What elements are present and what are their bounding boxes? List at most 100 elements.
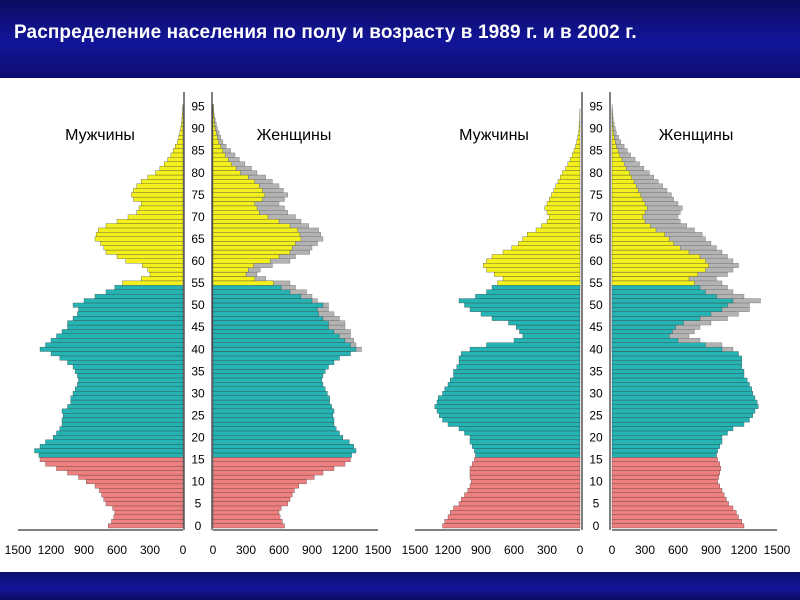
female-bar bbox=[611, 135, 615, 140]
male-bar bbox=[181, 121, 184, 127]
male-bar bbox=[469, 439, 581, 445]
female-bar bbox=[212, 413, 334, 418]
male-bar bbox=[181, 113, 184, 118]
male-bar bbox=[99, 488, 184, 493]
male-bar bbox=[447, 514, 581, 520]
male-bar bbox=[116, 218, 184, 224]
age-tick-label: 70 bbox=[191, 210, 205, 224]
female-bar bbox=[212, 143, 221, 149]
age-tick-label: 30 bbox=[589, 386, 603, 400]
male-bar bbox=[575, 143, 581, 149]
male-bar bbox=[77, 382, 184, 387]
male-bar bbox=[127, 214, 184, 220]
female-bar bbox=[212, 285, 282, 290]
female-bar bbox=[611, 192, 641, 198]
male-bar bbox=[75, 386, 184, 392]
male-bar bbox=[474, 457, 581, 462]
female-bar bbox=[212, 232, 301, 237]
age-tick-label: 45 bbox=[589, 320, 603, 334]
male-bar bbox=[111, 519, 184, 524]
female-bar bbox=[611, 426, 734, 432]
female-bar bbox=[212, 316, 324, 321]
female-bar bbox=[212, 342, 351, 348]
male-bar bbox=[149, 271, 184, 277]
female-x-tick-label: 600 bbox=[269, 543, 289, 557]
female-bar bbox=[212, 130, 217, 136]
female-bar bbox=[212, 382, 324, 387]
age-tick-label: 30 bbox=[191, 386, 205, 400]
male-bar bbox=[576, 139, 581, 145]
female-bar bbox=[611, 338, 679, 343]
female-bar bbox=[611, 245, 681, 251]
male-bar bbox=[105, 289, 184, 295]
female-bar bbox=[611, 188, 639, 193]
age-tick-label: 55 bbox=[191, 276, 205, 290]
female-bar bbox=[611, 501, 729, 507]
male-bar bbox=[535, 227, 581, 233]
male-bar bbox=[450, 510, 581, 515]
age-tick-label: 50 bbox=[589, 298, 603, 312]
female-bar bbox=[212, 298, 313, 304]
female-bar bbox=[212, 157, 229, 162]
male-bar bbox=[83, 298, 184, 304]
female-bar bbox=[212, 113, 215, 118]
female-bar bbox=[611, 285, 701, 290]
female-bar bbox=[611, 413, 753, 418]
male-bar bbox=[491, 285, 581, 290]
male-bar bbox=[105, 249, 184, 255]
female-bar bbox=[212, 214, 269, 220]
female-bar bbox=[611, 492, 725, 498]
male-bar bbox=[502, 276, 581, 282]
female-bar bbox=[611, 333, 670, 339]
male-bar bbox=[442, 523, 581, 529]
male-bar bbox=[95, 232, 184, 237]
female-bar bbox=[611, 514, 739, 520]
age-tick-label: 50 bbox=[191, 298, 205, 312]
female-bar bbox=[212, 501, 288, 507]
male-bar bbox=[116, 254, 184, 259]
female-bar bbox=[611, 329, 673, 335]
male-bar bbox=[67, 360, 184, 365]
female-x-tick-label: 1200 bbox=[731, 543, 758, 557]
age-tick-label: 40 bbox=[191, 342, 205, 356]
female-x-tick-label: 900 bbox=[701, 543, 721, 557]
female-bar bbox=[212, 377, 323, 383]
female-x-tick-label: 0 bbox=[609, 543, 616, 557]
age-tick-label: 0 bbox=[593, 519, 600, 533]
male-bar bbox=[77, 311, 184, 317]
female-bar bbox=[212, 135, 218, 140]
female-bar bbox=[611, 205, 648, 211]
title-bar: Распределение населения по полу и возрас… bbox=[0, 0, 800, 78]
age-tick-label: 5 bbox=[195, 497, 202, 511]
male-bar bbox=[579, 121, 581, 127]
male-bar bbox=[436, 408, 581, 414]
female-bar bbox=[611, 249, 690, 255]
female-bar bbox=[611, 324, 676, 330]
female-bar bbox=[212, 523, 285, 529]
female-bar bbox=[212, 351, 351, 357]
female-bar bbox=[611, 488, 723, 493]
male-bar bbox=[122, 280, 184, 286]
female-bar bbox=[212, 452, 352, 458]
age-tick-label: 85 bbox=[191, 144, 205, 158]
female-bar bbox=[611, 444, 720, 449]
female-bar bbox=[611, 232, 665, 237]
male-bar bbox=[474, 448, 581, 454]
female-bar bbox=[611, 223, 651, 229]
female-bar bbox=[212, 514, 281, 520]
male-bar bbox=[458, 355, 581, 361]
female-bar bbox=[212, 474, 315, 480]
female-bar bbox=[611, 457, 718, 462]
female-bar bbox=[611, 166, 627, 171]
female-bar bbox=[611, 174, 632, 180]
male-bar bbox=[573, 148, 581, 154]
male-bar bbox=[125, 258, 184, 264]
male-bar bbox=[103, 496, 184, 502]
male-bar bbox=[39, 457, 184, 462]
male-bar bbox=[519, 329, 581, 335]
male-bar bbox=[78, 307, 184, 312]
male-bar bbox=[578, 126, 581, 132]
female-bar bbox=[611, 139, 616, 145]
female-bar bbox=[611, 170, 630, 176]
male-x-tick-label: 1200 bbox=[435, 543, 462, 557]
